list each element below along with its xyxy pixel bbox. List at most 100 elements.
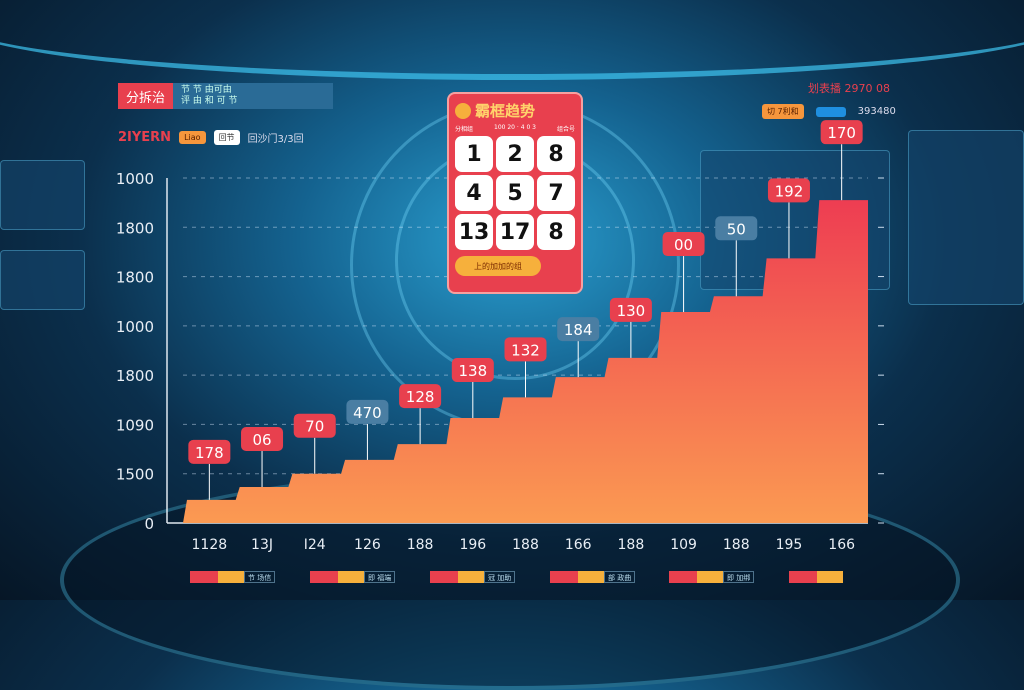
legend-item: 即 福端 [310,571,396,583]
y-tick-label: 1000 [116,170,154,188]
number-cell[interactable]: 8 [537,214,575,250]
header-right-controls: 切 7利和 393480 [762,104,896,119]
card-header: 霸框趋势 [455,100,575,121]
right-pill-orange[interactable]: 切 7利和 [762,104,804,119]
legend-item: 节 场信 [190,571,276,583]
y-tick-label: 1800 [116,269,154,287]
number-cell[interactable]: 17 [496,214,534,250]
area-step [763,258,816,523]
header-info: 节 节 由可由 评 由 和 可 节 [173,83,334,109]
legend-label: 即 福端 [364,571,396,583]
filter-pill-orange[interactable]: Liao [179,131,206,144]
legend-swatch-orange [458,571,484,583]
y-tick-label: 1800 [116,367,154,385]
legend-swatch-orange [218,571,244,583]
area-step [499,397,552,523]
data-label-box [241,427,284,452]
data-label-box [451,358,494,383]
card-sub: 分相组 [455,126,474,133]
x-tick-label: 126 [354,537,381,553]
data-label-box [346,399,389,424]
legend-item: 冠 加助 [430,571,516,583]
filter-pill-white[interactable]: 回节 [213,130,240,145]
legend-swatch-red [669,571,697,583]
header-right-text: 划表播 2970 08 [808,82,890,95]
header-left-top: 分拆治 节 节 由可由 评 由 和 可 节 [118,83,334,109]
number-cell[interactable]: 13 [455,214,493,250]
x-tick-label: 166 [828,537,855,553]
info-line: 节 节 由可由 [181,85,232,95]
number-cell[interactable]: 5 [496,175,534,211]
data-label: 470 [353,404,382,422]
header-caption: 回沙门3/3回 [247,134,304,145]
area-step [394,444,447,523]
number-cell[interactable]: 4 [455,175,493,211]
data-label: 184 [564,321,593,339]
data-label: 06 [252,431,271,449]
x-tick-label: 196 [459,537,486,553]
data-label: 178 [195,444,224,462]
card-title: 霸框趋势 [475,102,536,120]
y-tick-label: 1090 [116,416,154,434]
legend-swatch-red [789,571,817,583]
legend-swatch-orange [338,571,364,583]
x-tick-label: 13J [251,537,273,553]
step-area-chart: 0150010901800100018001800100017811280613… [116,120,884,553]
data-label-box [820,120,863,145]
data-label: 170 [827,124,856,142]
right-toggle[interactable] [815,106,846,117]
area-fill [183,200,868,523]
legend-label: 冠 加助 [484,571,516,583]
legend-swatch-orange [578,571,604,583]
x-tick-label: 188 [618,537,645,553]
area-step [236,487,289,523]
legend-label: 部 政曲 [604,571,636,583]
y-tick-label: 1800 [116,219,154,237]
x-tick-label: 1128 [192,537,228,553]
x-tick-label: 166 [565,537,592,553]
data-label-box [293,413,336,438]
card-action-button[interactable]: 上的加加的组 [455,256,541,276]
data-label: 192 [775,182,804,200]
area-step [605,358,658,523]
legend-swatch-red [430,571,458,583]
legend-swatch-orange [817,571,843,583]
x-tick-label: 109 [670,537,697,553]
legend-item [789,571,843,583]
card-sub: 100 20 · 4 0 3 [494,124,536,131]
data-label: 130 [617,302,646,320]
x-tick-label: 188 [407,537,434,553]
x-tick-label: 188 [512,537,539,553]
side-monitor [908,130,1024,305]
area-step [710,296,763,523]
data-label: 132 [511,341,540,359]
data-label-box [399,384,442,409]
area-step [657,312,710,523]
data-label-box [715,216,758,241]
ceiling-arc [0,0,1024,80]
header-badge: 分拆治 [118,83,174,109]
header-right-title: 划表播 2970 08 [808,80,890,96]
data-label-box [188,439,231,464]
right-value: 393480 [857,106,896,117]
legend-swatch-red [190,571,218,583]
legend-swatch-red [310,571,338,583]
number-cell[interactable]: 7 [537,175,575,211]
number-cell[interactable]: 2 [496,136,534,172]
data-label-box [662,232,705,257]
number-cell[interactable]: 1 [455,136,493,172]
data-label-box [609,297,652,322]
series-code: 2IYERN [118,130,172,145]
y-tick-label: 0 [144,515,154,533]
data-label: 00 [674,236,693,254]
area-step [815,200,868,523]
data-label: 70 [305,418,324,436]
card-subtitle-row: 分相组 100 20 · 4 0 3 组合号 [455,124,575,133]
info-line: 评 由 和 可 节 [181,96,238,106]
y-tick-label: 1000 [116,318,154,336]
legend-item: 即 加绑 [669,571,755,583]
x-tick-label: 188 [723,537,750,553]
side-monitor [0,160,85,230]
legend-label: 即 加绑 [723,571,755,583]
number-cell[interactable]: 8 [537,136,575,172]
